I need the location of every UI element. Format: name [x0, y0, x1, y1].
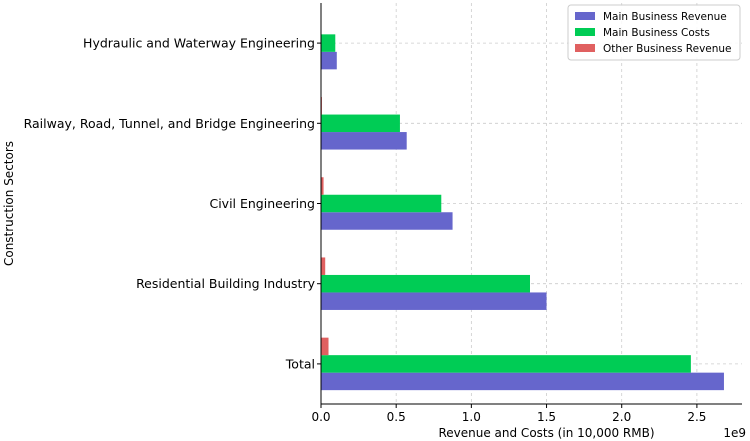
legend-label: Main Business Costs: [603, 27, 710, 39]
legend-label: Main Business Revenue: [603, 11, 727, 23]
bar-main-business-costs: [321, 194, 442, 213]
legend-swatch: [575, 28, 595, 36]
x-tick-label: 1.5: [537, 410, 556, 424]
category-label: Railway, Road, Tunnel, and Bridge Engine…: [24, 116, 315, 131]
x-ticks: 0.0 0.5 1.0 1.5 2.0 2.5: [311, 404, 706, 424]
x-axis-multiplier: 1e9: [723, 426, 746, 440]
category-label: Residential Building Industry: [136, 276, 316, 291]
legend-box: [567, 4, 741, 61]
category-label: Civil Engineering: [209, 196, 315, 211]
y-ticks: Total Residential Building Industry Civil …: [24, 36, 321, 371]
x-tick-label: 0.5: [387, 410, 406, 424]
x-tick-label: 2.0: [612, 410, 631, 424]
y-axis-title: Construction Sectors: [2, 141, 16, 266]
bar-other-business-revenue: [321, 337, 329, 356]
legend-label: Other Business Revenue: [603, 43, 732, 55]
legend-swatch: [575, 44, 595, 52]
legend: Main Business Revenue Main Business Costs…: [567, 4, 741, 61]
bar-other-business-revenue: [321, 257, 326, 275]
category-label: Total: [285, 356, 315, 371]
bar-main-business-costs: [321, 355, 691, 373]
bars: [321, 16, 724, 391]
x-tick-label: 1.0: [462, 410, 481, 424]
bar-main-business-costs: [321, 274, 530, 293]
bar-main-business-revenue: [321, 212, 453, 230]
bar-main-business-costs: [321, 34, 336, 52]
bar-main-business-costs: [321, 114, 400, 133]
legend-swatch: [575, 12, 595, 20]
bar-main-business-revenue: [321, 132, 407, 150]
bar-main-business-revenue: [321, 372, 724, 391]
x-axis-title: Revenue and Costs (in 10,000 RMB): [438, 426, 654, 440]
category-label: Hydraulic and Waterway Engineering: [83, 36, 315, 51]
x-tick-label: 2.5: [687, 410, 706, 424]
bar-other-business-revenue: [321, 177, 324, 195]
x-tick-label: 0.0: [311, 410, 330, 424]
bar-main-business-revenue: [321, 292, 547, 310]
bar-main-business-revenue: [321, 51, 337, 70]
